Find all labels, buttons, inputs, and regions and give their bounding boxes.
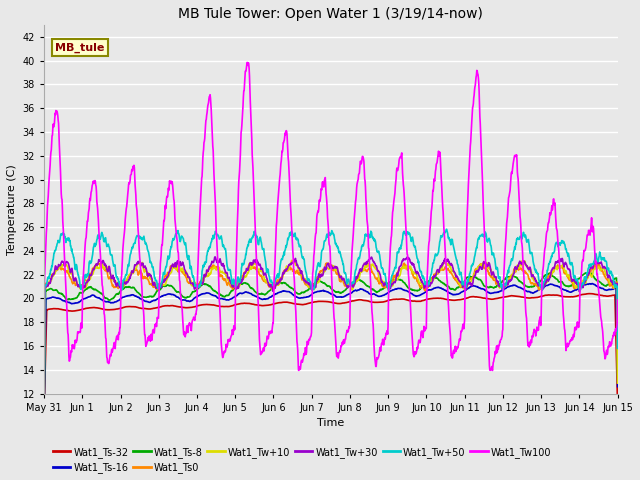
Wat1_Tw+50 [40, 409, 48, 415]
Wat1_Ts0 [323, 260, 330, 266]
Line: Wat1_Ts-32: Wat1_Ts-32 [44, 294, 618, 416]
Wat1_Ts-32 [296, 301, 303, 307]
Wat1_Ts-8 [586, 270, 593, 276]
Wat1_Tw+50 [306, 277, 314, 283]
Wat1_Tw100 [108, 347, 116, 352]
Wat1_Tw+30 [84, 278, 92, 284]
Wat1_Tw+50 [296, 244, 303, 250]
Wat1_Tw+50 [367, 232, 374, 238]
Wat1_Tw100 [243, 60, 251, 65]
Wat1_Ts-16 [588, 281, 596, 287]
Wat1_Tw100 [367, 285, 374, 291]
Y-axis label: Temperature (C): Temperature (C) [7, 164, 17, 254]
Wat1_Tw+10 [296, 268, 303, 274]
Text: MB_tule: MB_tule [56, 43, 105, 53]
Wat1_Tw100 [84, 210, 92, 216]
Wat1_Ts-8 [40, 411, 48, 417]
Wat1_Tw+30 [211, 254, 219, 260]
Wat1_Tw+50 [84, 271, 92, 276]
Wat1_Ts0 [614, 380, 621, 385]
Wat1_Ts0 [306, 282, 314, 288]
Wat1_Tw+10 [614, 380, 621, 386]
Wat1_Tw+30 [108, 275, 116, 281]
Wat1_Ts-16 [296, 295, 303, 301]
Wat1_Ts-32 [84, 305, 92, 311]
Wat1_Tw100 [40, 408, 48, 414]
Line: Wat1_Ts-16: Wat1_Ts-16 [44, 284, 618, 419]
Wat1_Ts0 [296, 272, 303, 278]
Line: Wat1_Ts0: Wat1_Ts0 [44, 263, 618, 386]
Wat1_Ts-16 [367, 291, 374, 297]
Wat1_Tw+10 [40, 382, 48, 387]
Title: MB Tule Tower: Open Water 1 (3/19/14-now): MB Tule Tower: Open Water 1 (3/19/14-now… [179, 7, 483, 21]
Wat1_Ts-8 [306, 285, 314, 290]
Wat1_Tw+30 [367, 255, 374, 261]
Wat1_Ts-16 [84, 294, 92, 300]
Wat1_Tw+50 [108, 252, 116, 258]
Wat1_Tw+10 [367, 264, 374, 269]
Wat1_Ts-32 [40, 413, 48, 419]
Line: Wat1_Tw+50: Wat1_Tw+50 [44, 229, 618, 412]
Legend: Wat1_Ts-32, Wat1_Ts-16, Wat1_Ts-8, Wat1_Ts0, Wat1_Tw+10, Wat1_Tw+30, Wat1_Tw+50,: Wat1_Ts-32, Wat1_Ts-16, Wat1_Ts-8, Wat1_… [49, 443, 556, 477]
Wat1_Ts-32 [284, 300, 291, 305]
Wat1_Ts-32 [614, 405, 621, 410]
Line: Wat1_Ts-8: Wat1_Ts-8 [44, 273, 618, 414]
Wat1_Tw+50 [284, 239, 291, 245]
Wat1_Tw+10 [284, 264, 291, 270]
Wat1_Tw+10 [108, 274, 116, 280]
Wat1_Ts-32 [585, 291, 593, 297]
Wat1_Ts-16 [40, 416, 48, 421]
Wat1_Ts-8 [614, 372, 621, 378]
Wat1_Tw+30 [614, 345, 621, 350]
Line: Wat1_Tw100: Wat1_Tw100 [44, 62, 618, 411]
Line: Wat1_Tw+10: Wat1_Tw+10 [44, 260, 618, 384]
Wat1_Ts-16 [306, 293, 314, 299]
Wat1_Ts-8 [296, 291, 303, 297]
Wat1_Ts-8 [84, 285, 92, 290]
Wat1_Tw100 [284, 148, 292, 154]
Wat1_Ts-16 [108, 300, 116, 306]
Wat1_Ts0 [284, 267, 291, 273]
Wat1_Ts-8 [367, 285, 374, 291]
Wat1_Ts0 [367, 265, 374, 271]
Wat1_Ts0 [40, 384, 48, 389]
X-axis label: Time: Time [317, 418, 344, 428]
Wat1_Ts-32 [108, 307, 116, 312]
Line: Wat1_Tw+30: Wat1_Tw+30 [44, 257, 618, 411]
Wat1_Tw+30 [306, 281, 314, 287]
Wat1_Ts0 [84, 276, 92, 282]
Wat1_Tw+50 [443, 227, 451, 232]
Wat1_Ts-16 [284, 288, 291, 294]
Wat1_Ts0 [108, 280, 116, 286]
Wat1_Tw100 [296, 365, 303, 371]
Wat1_Tw+30 [284, 265, 292, 271]
Wat1_Ts-8 [108, 296, 116, 302]
Wat1_Tw+10 [441, 257, 449, 263]
Wat1_Ts-32 [367, 299, 374, 304]
Wat1_Tw+50 [614, 346, 621, 351]
Wat1_Tw100 [614, 297, 621, 303]
Wat1_Ts-8 [284, 282, 291, 288]
Wat1_Tw+30 [296, 265, 303, 271]
Wat1_Ts-16 [614, 384, 621, 390]
Wat1_Tw+10 [84, 277, 92, 283]
Wat1_Tw+30 [40, 408, 48, 414]
Wat1_Tw100 [306, 336, 314, 341]
Wat1_Ts-32 [306, 300, 314, 306]
Wat1_Tw+10 [306, 284, 314, 290]
